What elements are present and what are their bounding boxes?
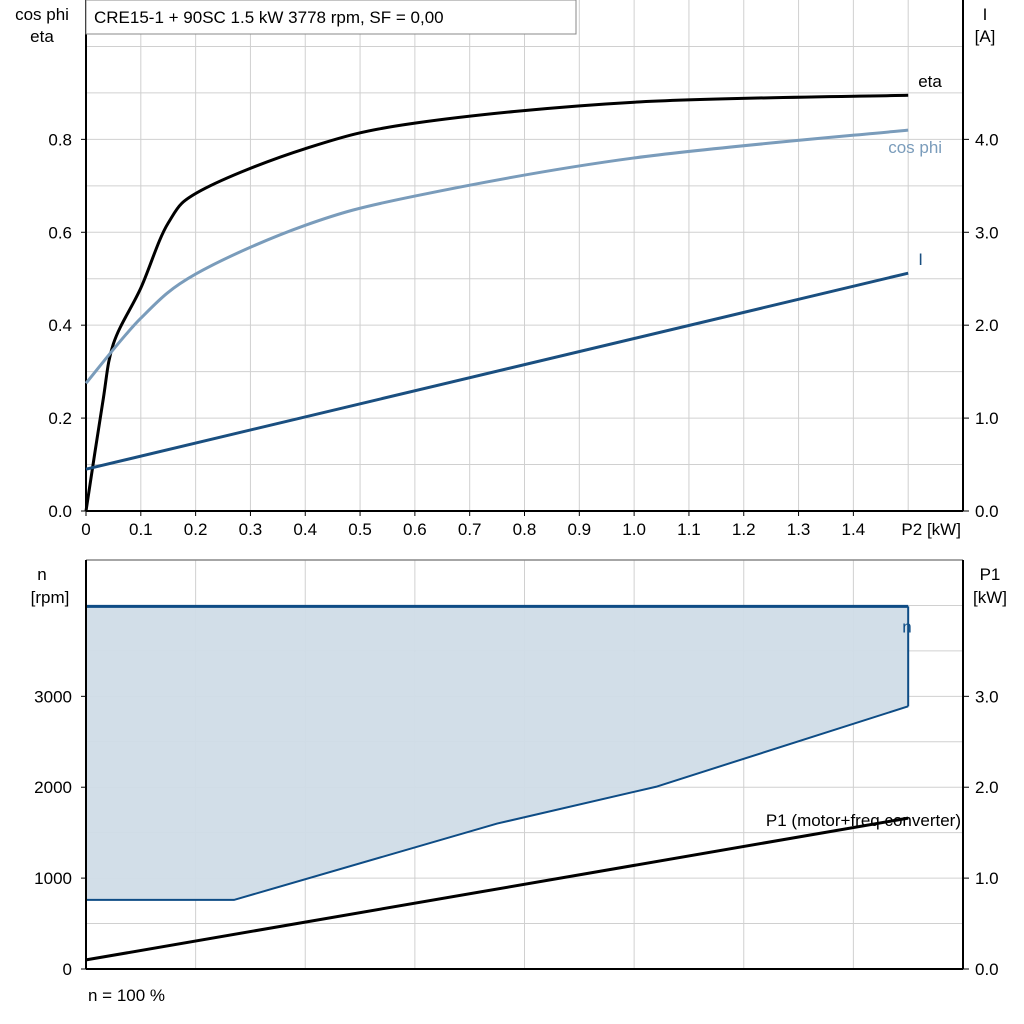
x-tick-label: 1.3 <box>787 520 811 539</box>
x-tick-label: 0.4 <box>293 520 317 539</box>
y-tick-label-right: 3.0 <box>975 223 999 242</box>
footer-label: n = 100 % <box>88 986 165 1005</box>
title-box <box>85 0 577 35</box>
x-tick-label: 0.2 <box>184 520 208 539</box>
y-tick-label-right: 4.0 <box>975 130 999 149</box>
y-axis-label-left: eta <box>30 27 54 46</box>
x-tick-label: 1.0 <box>622 520 646 539</box>
series-line-I <box>85 271 909 471</box>
x-tick-label: 0.9 <box>567 520 591 539</box>
y-axis-label-left: n <box>37 565 46 584</box>
y-tick-label-left: 0 <box>63 960 72 979</box>
x-tick-label: 0.7 <box>458 520 482 539</box>
x-tick-label: 0.6 <box>403 520 427 539</box>
x-tick-label: 1.1 <box>677 520 701 539</box>
x-tick-label: 0.8 <box>513 520 537 539</box>
series-line-eta <box>84 93 909 512</box>
y-tick-label-right: 1.0 <box>975 869 999 888</box>
y-tick-label-left: 0.6 <box>48 223 72 242</box>
series-label-eta: eta <box>918 72 942 91</box>
y-tick-label-right: 3.0 <box>975 687 999 706</box>
y-tick-label-left: 0.0 <box>48 502 72 521</box>
x-axis-label: P2 [kW] <box>901 520 961 539</box>
y-axis-label-left: cos phi <box>15 5 69 24</box>
x-tick-label: 0.1 <box>129 520 153 539</box>
series-label-p1: P1 (motor+freq converter) <box>766 811 961 830</box>
y-tick-label-left: 0.8 <box>48 130 72 149</box>
y-tick-label-left: 2000 <box>34 778 72 797</box>
chart-title: CRE15-1 + 90SC 1.5 kW 3778 rpm, SF = 0,0… <box>94 8 444 27</box>
y-axis-label-right: P1 <box>980 565 1001 584</box>
y-axis-label-right: I <box>983 5 988 24</box>
series-label-cos-phi: cos phi <box>888 138 942 157</box>
n-operating-range <box>86 606 909 900</box>
y-tick-label-left: 0.4 <box>48 316 72 335</box>
n-lower-line <box>86 705 909 901</box>
y-tick-label-right: 0.0 <box>975 502 999 521</box>
x-tick-label: 1.4 <box>842 520 866 539</box>
x-tick-label: 1.2 <box>732 520 756 539</box>
x-tick-label: 0 <box>81 520 90 539</box>
y-tick-label-right: 0.0 <box>975 960 999 979</box>
x-tick-label: 0.3 <box>239 520 263 539</box>
y-tick-label-left: 1000 <box>34 869 72 888</box>
series-line-p1 <box>85 816 909 962</box>
y-tick-label-left: 0.2 <box>48 409 72 428</box>
x-tick-label: 0.5 <box>348 520 372 539</box>
series-label-I: I <box>918 250 923 269</box>
y-tick-label-right: 2.0 <box>975 778 999 797</box>
y-tick-label-right: 1.0 <box>975 409 999 428</box>
y-tick-label-right: 2.0 <box>975 316 999 335</box>
y-axis-label-right: [A] <box>975 27 996 46</box>
series-line-cos-phi <box>84 128 909 385</box>
y-axis-label-right: [kW] <box>973 588 1007 607</box>
series-label-n: n <box>902 617 911 636</box>
y-axis-label-left: [rpm] <box>31 588 70 607</box>
y-tick-label-left: 3000 <box>34 687 72 706</box>
